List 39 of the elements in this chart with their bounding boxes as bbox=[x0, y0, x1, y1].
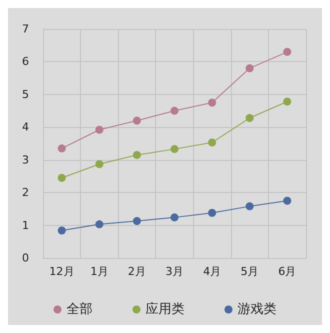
point bbox=[95, 220, 104, 228]
point bbox=[283, 48, 292, 56]
point bbox=[170, 213, 178, 222]
y-tick-label: 5 bbox=[22, 88, 29, 101]
x-tick-label: 1月 bbox=[90, 265, 108, 278]
point bbox=[246, 114, 254, 122]
point bbox=[95, 126, 104, 134]
x-tick-label: 6月 bbox=[278, 265, 296, 278]
point bbox=[58, 226, 66, 235]
legend-label: 游戏类 bbox=[238, 302, 276, 317]
point bbox=[58, 174, 66, 182]
legend-label: 应用类 bbox=[146, 301, 184, 317]
point bbox=[208, 208, 216, 217]
y-tick-label: 4 bbox=[22, 120, 29, 134]
point bbox=[132, 217, 141, 226]
y-tick-label: 1 bbox=[22, 218, 29, 232]
point bbox=[132, 150, 141, 159]
point bbox=[283, 196, 292, 205]
point bbox=[208, 138, 216, 147]
point bbox=[132, 116, 141, 125]
x-tick-label: 2月 bbox=[128, 265, 146, 278]
point bbox=[246, 202, 254, 210]
point bbox=[95, 160, 104, 168]
x-tick-label: 5月 bbox=[240, 265, 259, 278]
y-tick-label: 6 bbox=[22, 55, 29, 68]
point bbox=[246, 64, 254, 72]
point bbox=[208, 98, 216, 107]
x-tick-label: 12月 bbox=[49, 265, 74, 278]
y-tick-label: 2 bbox=[22, 186, 29, 200]
x-tick-label: 4月 bbox=[203, 265, 222, 278]
point bbox=[170, 145, 178, 154]
y-tick-label: 0 bbox=[22, 252, 29, 264]
point bbox=[170, 106, 178, 115]
y-tick-label: 3 bbox=[22, 153, 29, 166]
legend-label: 全部 bbox=[66, 302, 92, 317]
point bbox=[58, 144, 66, 152]
x-tick-label: 3月 bbox=[166, 265, 184, 278]
point bbox=[283, 98, 292, 106]
y-tick-label: 7 bbox=[22, 22, 29, 36]
